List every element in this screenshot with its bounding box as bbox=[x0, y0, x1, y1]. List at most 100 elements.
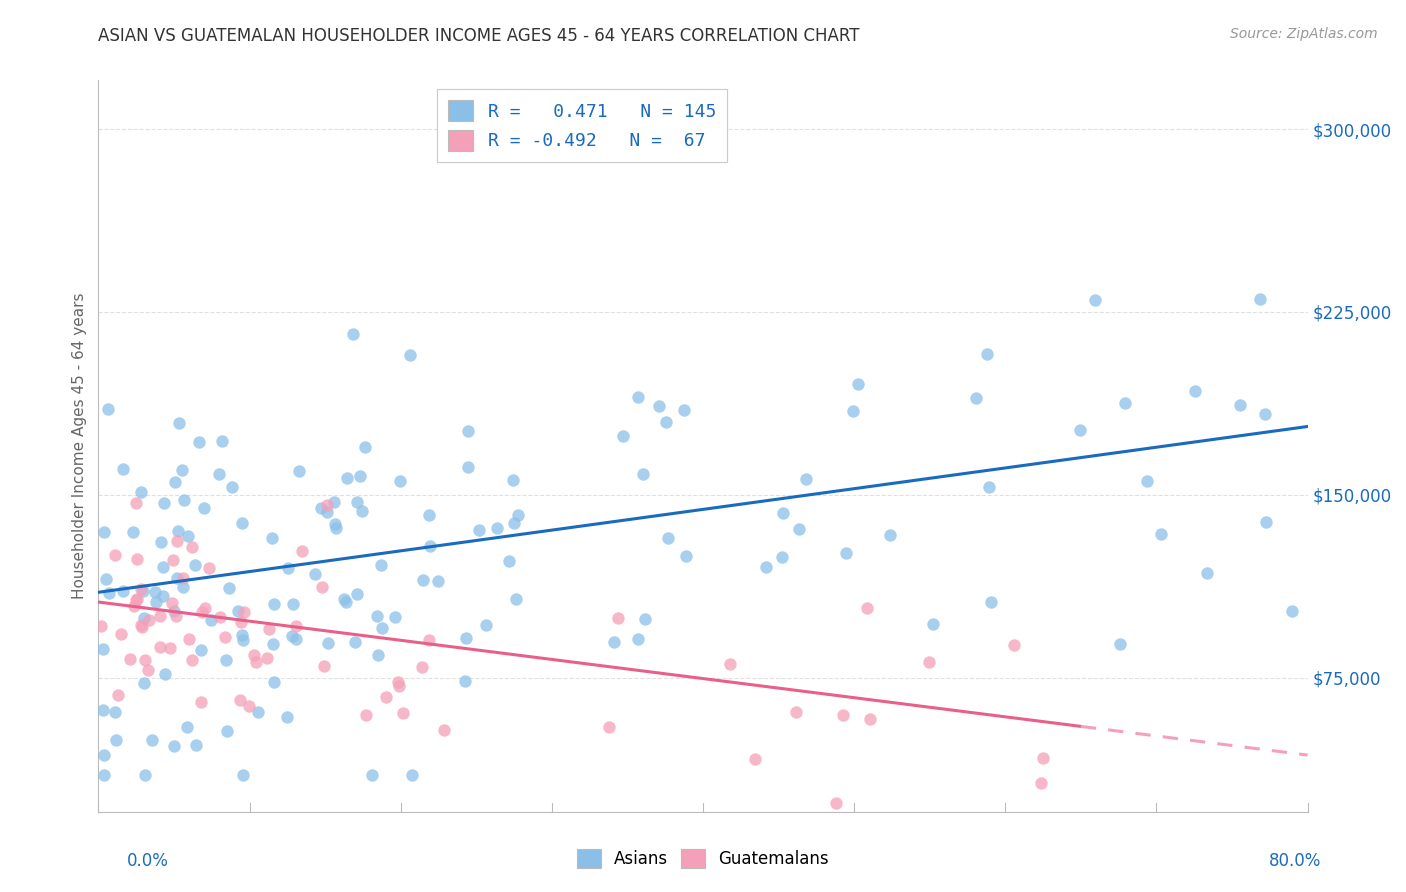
Point bbox=[112, 583, 135, 598]
Point bbox=[166, 534, 188, 549]
Point bbox=[1150, 527, 1173, 541]
Point bbox=[262, 531, 284, 545]
Point bbox=[191, 605, 214, 619]
Point bbox=[173, 492, 195, 507]
Point bbox=[412, 573, 434, 587]
Point bbox=[208, 467, 231, 481]
Point bbox=[97, 585, 120, 599]
Point bbox=[177, 632, 200, 646]
Point bbox=[238, 698, 260, 713]
Point bbox=[215, 653, 238, 667]
Point bbox=[122, 525, 145, 540]
Point bbox=[172, 580, 194, 594]
Point bbox=[922, 617, 945, 632]
Point bbox=[433, 723, 456, 737]
Point bbox=[93, 642, 115, 657]
Point bbox=[232, 768, 254, 782]
Text: ASIAN VS GUATEMALAN HOUSEHOLDER INCOME AGES 45 - 64 YEARS CORRELATION CHART: ASIAN VS GUATEMALAN HOUSEHOLDER INCOME A… bbox=[98, 27, 860, 45]
Point bbox=[288, 464, 311, 478]
Point bbox=[181, 540, 204, 554]
Point bbox=[401, 768, 423, 782]
Point bbox=[627, 632, 650, 646]
Point bbox=[388, 679, 411, 693]
Point bbox=[177, 528, 200, 542]
Point bbox=[176, 720, 198, 734]
Point bbox=[243, 648, 266, 663]
Point bbox=[163, 739, 186, 754]
Point bbox=[104, 732, 127, 747]
Point bbox=[1184, 384, 1206, 398]
Point bbox=[503, 516, 526, 531]
Point bbox=[172, 570, 194, 584]
Text: 0.0%: 0.0% bbox=[127, 852, 169, 870]
Point bbox=[93, 747, 115, 762]
Point bbox=[977, 480, 1000, 494]
Point bbox=[208, 609, 231, 624]
Point bbox=[856, 600, 879, 615]
Point bbox=[770, 549, 793, 564]
Point bbox=[755, 559, 778, 574]
Point bbox=[468, 523, 491, 537]
Point bbox=[418, 633, 440, 648]
Point bbox=[190, 643, 212, 657]
Point bbox=[149, 640, 172, 654]
Text: 80.0%: 80.0% bbox=[1270, 852, 1322, 870]
Point bbox=[980, 595, 1002, 609]
Point bbox=[256, 651, 278, 665]
Point bbox=[165, 475, 187, 490]
Point bbox=[1136, 474, 1159, 488]
Point bbox=[167, 417, 190, 431]
Point bbox=[284, 632, 307, 646]
Point bbox=[976, 347, 998, 361]
Point bbox=[627, 390, 650, 404]
Point bbox=[129, 582, 152, 596]
Point bbox=[200, 613, 222, 627]
Point bbox=[93, 524, 115, 539]
Point bbox=[284, 619, 307, 633]
Point bbox=[1108, 637, 1130, 651]
Point bbox=[134, 768, 156, 782]
Point bbox=[1249, 292, 1271, 306]
Point bbox=[354, 440, 377, 454]
Point bbox=[149, 608, 172, 623]
Point bbox=[346, 587, 368, 601]
Point bbox=[655, 415, 678, 429]
Point bbox=[221, 480, 243, 494]
Point bbox=[502, 473, 524, 487]
Point bbox=[229, 615, 252, 629]
Point bbox=[418, 508, 440, 522]
Point bbox=[231, 628, 253, 642]
Point bbox=[281, 629, 304, 643]
Point bbox=[162, 553, 184, 567]
Point bbox=[1195, 566, 1218, 581]
Point bbox=[193, 500, 215, 515]
Point bbox=[93, 768, 115, 782]
Point bbox=[190, 695, 212, 709]
Point bbox=[498, 553, 520, 567]
Point bbox=[228, 604, 250, 618]
Point bbox=[163, 604, 186, 618]
Point bbox=[411, 660, 433, 674]
Point bbox=[183, 558, 205, 572]
Legend: R =   0.471   N = 145, R = -0.492   N =  67: R = 0.471 N = 145, R = -0.492 N = 67 bbox=[437, 89, 727, 161]
Point bbox=[166, 571, 188, 585]
Point bbox=[675, 549, 697, 563]
Point bbox=[718, 657, 741, 672]
Point bbox=[859, 712, 882, 726]
Point bbox=[311, 580, 333, 594]
Point bbox=[335, 595, 357, 609]
Point bbox=[122, 599, 145, 613]
Point bbox=[457, 425, 479, 439]
Point bbox=[104, 705, 127, 719]
Point bbox=[370, 558, 392, 572]
Point bbox=[283, 597, 305, 611]
Point bbox=[323, 517, 346, 532]
Point bbox=[918, 656, 941, 670]
Point bbox=[125, 592, 148, 607]
Point bbox=[136, 663, 159, 677]
Point bbox=[152, 560, 174, 574]
Point bbox=[170, 463, 193, 477]
Point bbox=[90, 619, 112, 633]
Point bbox=[354, 708, 377, 723]
Point bbox=[374, 690, 396, 704]
